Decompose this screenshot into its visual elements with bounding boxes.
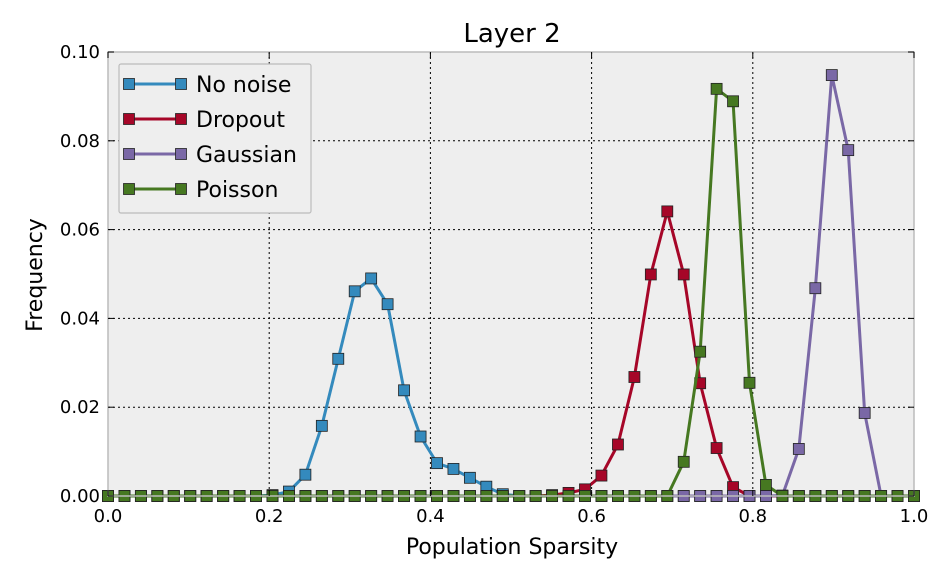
data-point xyxy=(612,438,624,451)
legend-marker xyxy=(123,78,135,90)
x-tick-label: 0.8 xyxy=(738,506,767,527)
data-point xyxy=(414,430,427,443)
data-point xyxy=(710,82,723,95)
legend-marker xyxy=(175,148,187,160)
data-point xyxy=(677,268,690,281)
legend-box xyxy=(118,63,312,214)
data-point xyxy=(463,471,476,484)
data-point xyxy=(332,352,345,365)
legend-label: Dropout xyxy=(196,108,285,133)
legend: No noise Dropout Gaussian Poisson xyxy=(118,63,312,214)
legend-item: Gaussian xyxy=(123,143,297,168)
data-point xyxy=(381,298,394,311)
x-tick-label: 0.2 xyxy=(255,506,284,527)
legend-marker xyxy=(123,113,135,125)
x-tick-label: 1.0 xyxy=(900,506,929,527)
legend-label: No noise xyxy=(196,73,291,98)
x-tick-label: 0.0 xyxy=(94,506,123,527)
x-tick-label: 0.6 xyxy=(577,506,606,527)
data-point xyxy=(299,468,312,481)
y-tick-label: 0.08 xyxy=(60,131,100,152)
legend-marker xyxy=(175,183,187,195)
y-tick-label: 0.10 xyxy=(60,42,100,63)
legend-item: Poisson xyxy=(123,178,278,203)
data-point xyxy=(315,419,328,432)
data-point xyxy=(661,205,674,218)
y-tick-label: 0.02 xyxy=(60,397,100,418)
data-point xyxy=(644,268,657,281)
plot-frame xyxy=(107,51,915,497)
data-point xyxy=(727,95,739,108)
data-point xyxy=(398,384,410,397)
data-point xyxy=(365,272,378,285)
x-tick-label: 0.4 xyxy=(416,506,445,527)
data-point xyxy=(809,282,822,295)
y-axis-label: Frequency xyxy=(23,218,48,332)
legend-item: Dropout xyxy=(123,108,285,133)
data-point xyxy=(348,285,361,298)
chart-title: Layer 2 xyxy=(463,19,560,49)
data-point xyxy=(628,371,641,383)
grid-lines xyxy=(108,52,914,496)
data-point xyxy=(842,144,855,157)
y-tick-label: 0.06 xyxy=(60,220,100,241)
legend-marker xyxy=(175,113,187,125)
y-tick-label: 0.04 xyxy=(60,308,100,329)
legend-item: No noise xyxy=(123,73,291,98)
data-point xyxy=(792,443,805,455)
x-axis-label: Population Sparsity xyxy=(406,535,618,560)
data-point xyxy=(431,457,443,470)
data-point xyxy=(743,376,756,389)
axis-ticks: 0.0 0.2 0.4 0.6 0.8 1.0 0.00 0.02 0.04 0.06 0.08 0.… xyxy=(60,42,928,527)
data-point xyxy=(447,463,460,475)
data-point xyxy=(825,69,838,81)
legend-label: Gaussian xyxy=(196,143,297,168)
legend-marker xyxy=(123,183,135,195)
data-point xyxy=(677,455,690,468)
data-point xyxy=(760,478,772,491)
data-point xyxy=(710,442,723,454)
data-point xyxy=(595,469,608,482)
data-point xyxy=(694,345,707,358)
legend-label: Poisson xyxy=(196,178,278,203)
y-tick-label: 0.00 xyxy=(60,486,100,507)
legend-marker xyxy=(175,78,187,90)
legend-marker xyxy=(123,148,135,160)
data-point xyxy=(858,407,871,419)
